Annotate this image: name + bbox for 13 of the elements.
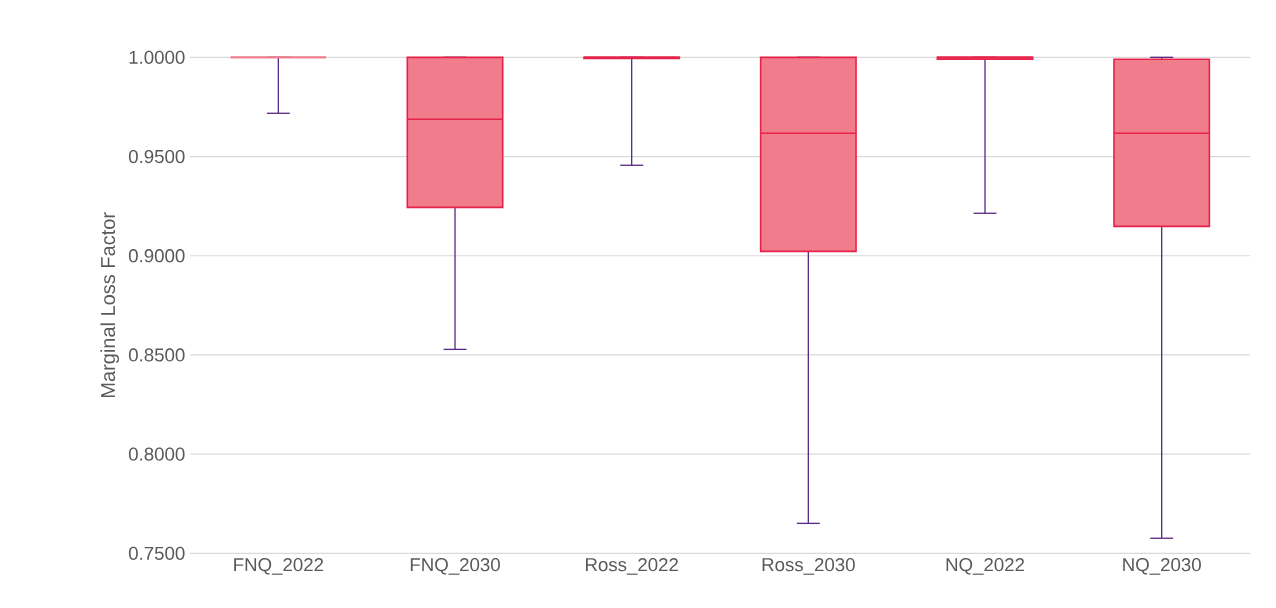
x-tick-label: NQ_2022 — [946, 558, 1025, 575]
x-tick-label: Ross_2030 — [762, 558, 855, 575]
x-tick-label: Ross_2022 — [585, 558, 678, 575]
y-tick-label: 0.8500 — [128, 348, 185, 362]
y-tick-label: 0.7500 — [128, 546, 185, 560]
y-tick-label: 0.9500 — [128, 149, 185, 164]
x-tick-label: FNQ_2022 — [234, 558, 324, 575]
x-tick-label: FNQ_2030 — [410, 558, 500, 575]
y-tick-label: 0.9000 — [128, 249, 185, 263]
y-axis-title: Marginal Loss Factor — [100, 212, 120, 398]
x-tick-label: NQ_2030 — [1123, 558, 1201, 575]
y-tick-label: 0.8000 — [128, 447, 185, 461]
y-tick-label: 1.0000 — [129, 50, 185, 64]
